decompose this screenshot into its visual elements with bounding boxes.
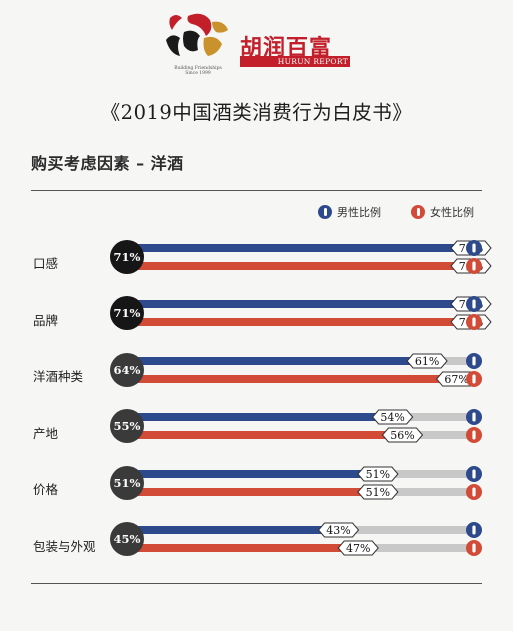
total-circle [110, 240, 144, 274]
value-label-box [357, 466, 399, 482]
value-label-text: 56% [390, 429, 414, 442]
value-label-male: 43% [317, 522, 360, 538]
total-label: 71% [114, 250, 141, 264]
brand-name-en: HURUN REPORT [240, 56, 350, 67]
value-label-box [317, 522, 360, 538]
bar-female [127, 262, 471, 270]
report-title: 《2019中国酒类消费行为白皮书》 [100, 101, 413, 124]
total-label: 71% [114, 306, 141, 320]
female-icon [466, 371, 482, 387]
female-icon-figure [472, 261, 476, 271]
bar-female [127, 544, 359, 552]
total-label: 64% [114, 363, 141, 377]
total-label: 51% [114, 476, 141, 490]
legend-female-label: 女性比例 [430, 206, 474, 219]
male-icon-figure [472, 356, 476, 366]
bar-female [127, 318, 471, 326]
female-icon [466, 484, 482, 500]
value-label-box [357, 484, 399, 500]
male-icon [466, 522, 482, 538]
value-label-box [371, 409, 414, 425]
male-icon-figure [472, 243, 476, 253]
total-circle [110, 522, 144, 556]
category-label: 产地 [33, 426, 59, 441]
female-icon [466, 314, 482, 330]
total-circle [110, 466, 144, 500]
female-icon-figure [472, 543, 476, 553]
male-icon [466, 240, 482, 256]
male-icon-figure [472, 299, 476, 309]
value-label-text: 47% [346, 542, 370, 555]
male-icon-figure [472, 412, 476, 422]
female-icon [466, 540, 482, 556]
bar-female [127, 375, 457, 383]
total-circle [110, 409, 144, 443]
female-icon [466, 258, 482, 274]
bar-male [127, 470, 378, 478]
bar-male [127, 413, 393, 421]
male-icon [466, 296, 482, 312]
value-label-box [381, 427, 424, 443]
bar-male [127, 526, 339, 534]
male-icon-figure [472, 525, 476, 535]
total-label: 45% [114, 532, 141, 546]
value-label-text: 51% [366, 486, 390, 499]
female-icon-figure [472, 317, 476, 327]
value-label-male: 61% [406, 353, 448, 369]
legend-male-label: 男性比例 [337, 206, 381, 219]
total-circle [110, 296, 144, 330]
value-label-text: 54% [380, 411, 404, 424]
category-label: 口感 [33, 256, 59, 271]
value-label-text: 67% [444, 373, 468, 386]
bar-male [127, 357, 428, 365]
bars-layer: 71%72%71%71%70%71%61%67%64%54%56%55%51%5… [110, 240, 492, 556]
top-divider [31, 190, 482, 191]
logo-tagline: Building Friendships Since 1999 [162, 66, 234, 76]
value-label-male: 54% [371, 409, 414, 425]
logo-tagline-line1: Building Friendships [174, 66, 222, 71]
female-icon-figure [472, 374, 476, 384]
female-icon-figure [472, 487, 476, 497]
logo-tagline-line2: Since 1999 [185, 71, 211, 76]
legend-female: 女性比例 [411, 204, 474, 220]
hurun-logo [162, 10, 234, 78]
value-label-text: 61% [415, 355, 439, 368]
bar-female [127, 488, 378, 496]
female-icon [411, 205, 425, 219]
male-icon [466, 353, 482, 369]
bar-female [127, 431, 403, 439]
category-label: 洋酒种类 [33, 369, 84, 384]
value-label-female: 51% [357, 484, 399, 500]
male-icon [466, 466, 482, 482]
category-label: 包装与外观 [33, 539, 96, 554]
chart-title: 购买考虑因素 – 洋酒 [31, 154, 184, 173]
value-label-box [337, 540, 379, 556]
value-label-female: 67% [435, 371, 478, 387]
category-label: 品牌 [33, 313, 59, 328]
bar-male [127, 244, 471, 252]
female-icon [466, 427, 482, 443]
value-label-box [406, 353, 448, 369]
value-label-female: 47% [337, 540, 379, 556]
value-label-text: 51% [366, 468, 390, 481]
value-label-female: 56% [381, 427, 424, 443]
male-icon [466, 409, 482, 425]
female-icon-figure [472, 430, 476, 440]
bottom-divider [31, 583, 482, 584]
total-circle [110, 353, 144, 387]
total-label: 55% [114, 419, 141, 433]
value-label-text: 43% [326, 524, 350, 537]
category-label: 价格 [33, 482, 59, 497]
bar-male [127, 300, 471, 308]
legend-male: 男性比例 [318, 204, 381, 220]
male-icon [318, 205, 332, 219]
value-label-male: 51% [357, 466, 399, 482]
male-icon-figure [472, 469, 476, 479]
